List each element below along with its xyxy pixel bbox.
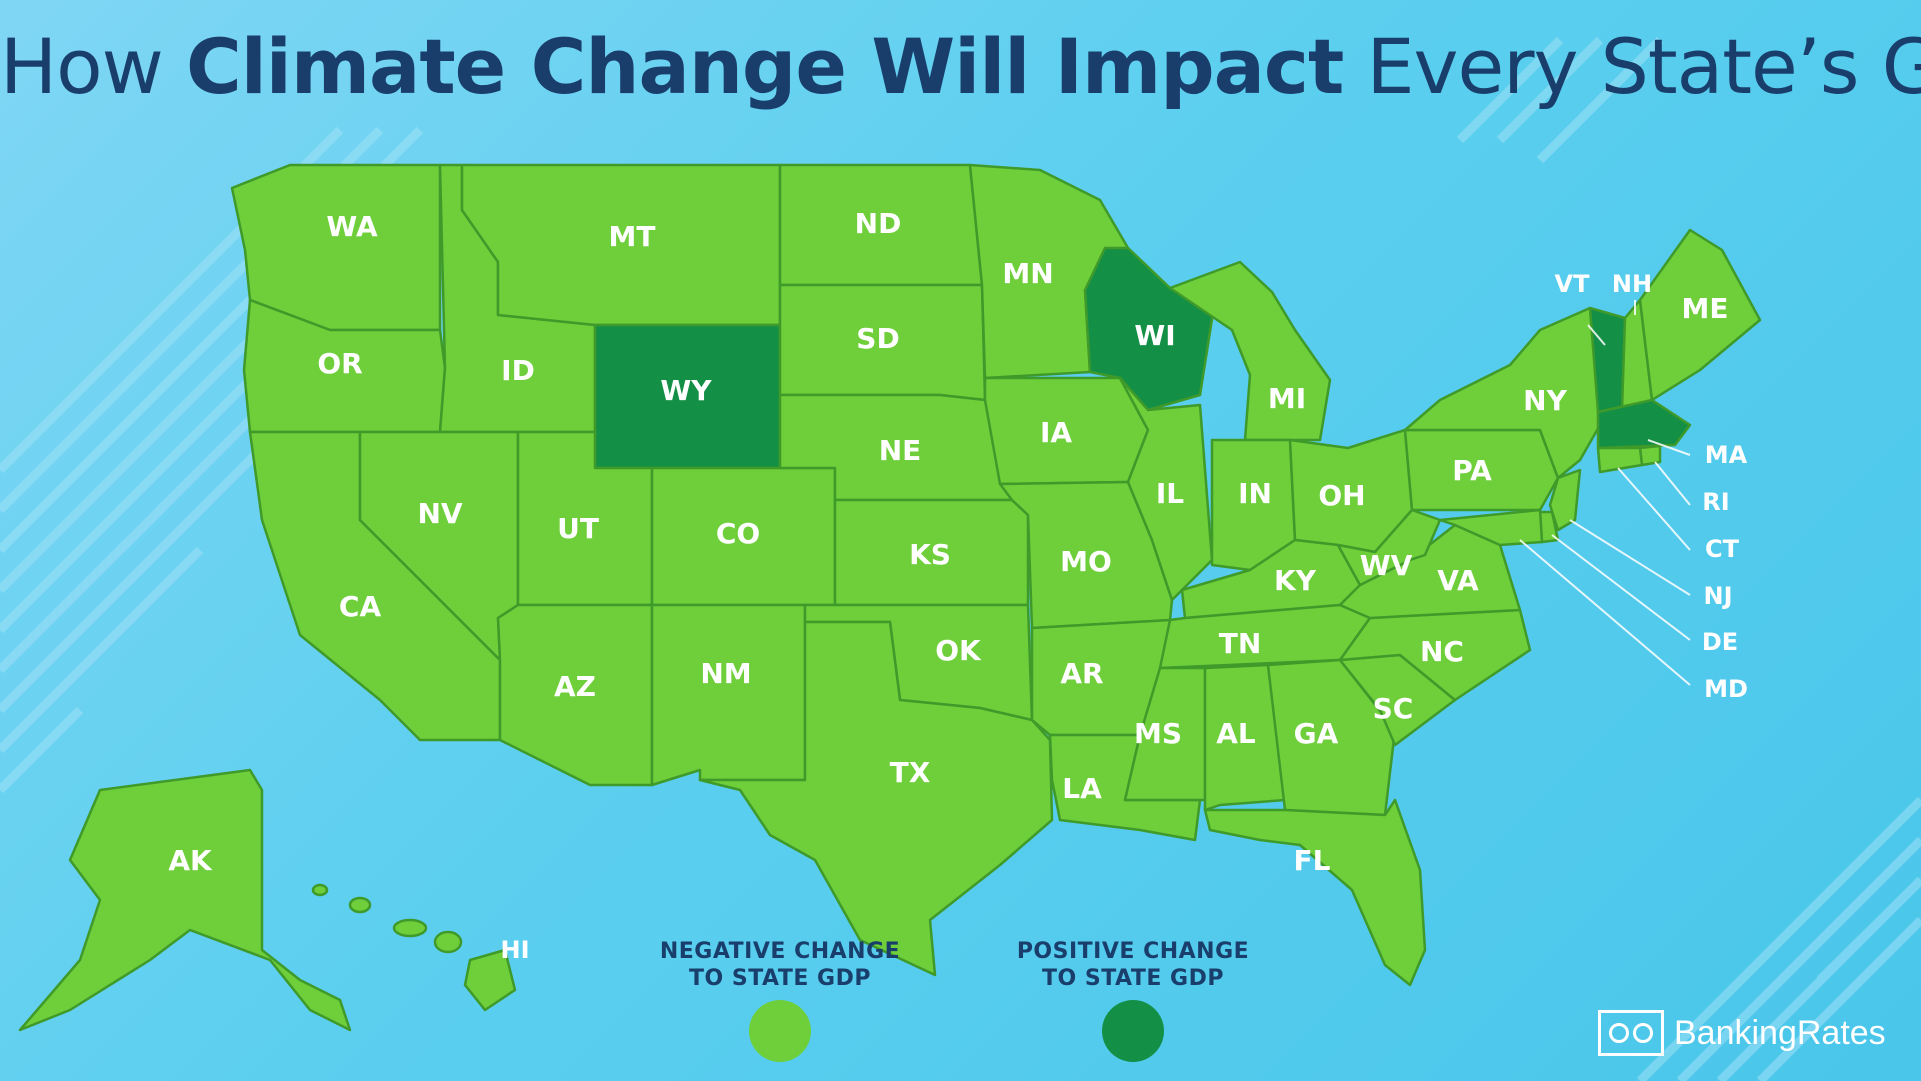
label-ne: NE <box>879 434 922 467</box>
state-wi <box>1083 246 1217 412</box>
legend-positive-swatch <box>1102 1000 1164 1062</box>
label-wv: WV <box>1360 549 1413 582</box>
label-ia: IA <box>1040 416 1072 449</box>
label-nh: NH <box>1612 270 1652 298</box>
label-ar: AR <box>1060 657 1103 690</box>
state-hi <box>463 948 517 1012</box>
state-ak <box>18 768 352 1032</box>
label-ct: CT <box>1705 535 1740 563</box>
label-hi: HI <box>500 936 529 964</box>
label-la: LA <box>1062 772 1102 805</box>
label-va: VA <box>1437 564 1479 597</box>
label-ny: NY <box>1523 384 1567 417</box>
label-ga: GA <box>1294 717 1339 750</box>
brand-mark-icon <box>1598 1010 1664 1056</box>
state-ks <box>833 498 1030 607</box>
state-hi-islands <box>311 883 517 1012</box>
state-ga <box>1266 658 1397 817</box>
label-nj: NJ <box>1703 582 1732 610</box>
label-co: CO <box>716 517 760 550</box>
state-il <box>1118 376 1214 602</box>
label-ks: KS <box>909 538 951 571</box>
legend-positive-line1: POSITIVE CHANGE <box>1016 939 1250 964</box>
label-or: OR <box>317 347 362 380</box>
state-md <box>1438 508 1544 547</box>
state-ct <box>1596 446 1644 474</box>
state-nm <box>650 603 807 787</box>
legend-negative-line2: TO STATE GDP <box>689 966 871 991</box>
title-lead: How <box>0 22 186 111</box>
legend-positive-line2: TO STATE GDP <box>1042 966 1224 991</box>
label-ca: CA <box>339 590 382 623</box>
label-oh: OH <box>1318 479 1365 512</box>
title-tail: Every State’s GDP <box>1366 22 1921 111</box>
label-wi: WI <box>1134 319 1175 352</box>
legend-negative-line1: NEGATIVE CHANGE <box>659 939 901 964</box>
brand-logo: BankingRates <box>1598 1007 1886 1059</box>
brand-name: BankingRates <box>1674 1013 1886 1052</box>
label-ky: KY <box>1274 564 1317 597</box>
label-pa: PA <box>1452 454 1492 487</box>
label-in: IN <box>1238 477 1272 510</box>
label-me: ME <box>1682 292 1729 325</box>
state-al <box>1203 663 1287 812</box>
state-hi-kauai <box>311 883 329 897</box>
label-mi: MI <box>1268 382 1306 415</box>
state-ms <box>1123 666 1207 802</box>
label-wa: WA <box>326 210 378 243</box>
label-ms: MS <box>1134 717 1182 750</box>
state-fl <box>1203 798 1427 987</box>
leader-lines <box>1519 300 1691 686</box>
label-ok: OK <box>935 634 982 667</box>
state-hi-molokai <box>392 918 428 938</box>
state-wv <box>1336 508 1442 587</box>
label-sd: SD <box>856 322 899 355</box>
label-fl: FL <box>1294 844 1331 877</box>
page-title: How Climate Change Will Impact Every Sta… <box>0 22 1921 111</box>
state-ri <box>1638 444 1662 467</box>
title-emphasis: Climate Change Will Impact <box>185 22 1344 111</box>
state-hi-maui <box>433 930 463 954</box>
state-nc <box>1338 608 1532 702</box>
label-ri: RI <box>1702 488 1729 516</box>
label-il: IL <box>1156 477 1184 510</box>
label-nd: ND <box>855 207 902 240</box>
label-id: ID <box>501 354 535 387</box>
state-labels: WA OR CA ID NV MT WY UT AZ CO NM ND SD N… <box>168 207 1748 964</box>
state-tx <box>698 620 1054 977</box>
label-de: DE <box>1702 628 1738 656</box>
label-md: MD <box>1704 675 1748 703</box>
state-ma <box>1596 398 1692 450</box>
state-nj <box>1548 468 1582 532</box>
label-mt: MT <box>609 220 656 253</box>
label-ma: MA <box>1705 441 1748 469</box>
label-nv: NV <box>417 497 462 530</box>
label-tn: TN <box>1219 627 1262 660</box>
legend-negative-swatch <box>749 1000 811 1062</box>
label-nc: NC <box>1420 635 1464 668</box>
label-al: AL <box>1216 717 1256 750</box>
label-ut: UT <box>557 512 599 545</box>
legend-negative-label: NEGATIVE CHANGE TO STATE GDP <box>640 938 920 992</box>
label-az: AZ <box>554 670 596 703</box>
label-ak: AK <box>168 844 213 877</box>
label-wy: WY <box>660 374 712 407</box>
state-hi-oahu <box>348 896 372 914</box>
label-mn: MN <box>1002 257 1053 290</box>
label-tx: TX <box>890 756 931 789</box>
label-sc: SC <box>1373 692 1414 725</box>
state-mi <box>1168 260 1332 442</box>
label-vt: VT <box>1555 270 1591 298</box>
legend-positive-label: POSITIVE CHANGE TO STATE GDP <box>993 938 1273 992</box>
label-nm: NM <box>700 657 751 690</box>
label-mo: MO <box>1060 545 1112 578</box>
